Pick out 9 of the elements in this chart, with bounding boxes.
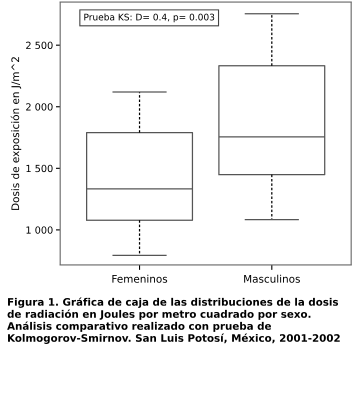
text: Figura 1. Gráfica de caja de las distribuciones de la dosis de radiación en Joules por metro cuadrado por sexo. Análisis comparativo realizado con prueba de Kolmogorov-Smirnov. San Luis Potosí, México, 2001-2002 xyxy=(7,297,340,344)
annotation: Prueba KS: D= 0.4, p= 0.003 xyxy=(84,13,214,22)
x-tick-label: Femeninos xyxy=(112,274,168,283)
y-tick-label: 2 000 xyxy=(26,103,53,111)
y-tick-label: 1 000 xyxy=(26,226,53,234)
y-axis-title: Dosis de exposición en J/m^2 xyxy=(10,57,22,210)
y-tick-label: 1 500 xyxy=(26,164,53,172)
y-tick-label: 2 500 xyxy=(26,42,53,50)
x-tick-label: Masculinos xyxy=(244,274,300,283)
